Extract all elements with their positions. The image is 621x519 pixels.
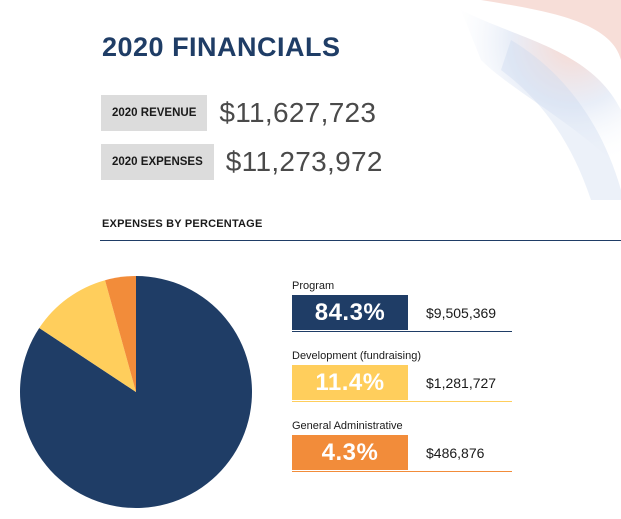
- legend-underline: [292, 471, 512, 472]
- revenue-kpi: 2020 REVENUE $11,627,723: [101, 95, 376, 131]
- legend-underline: [292, 401, 512, 402]
- legend-percent: 11.4%: [292, 365, 408, 400]
- legend-item-program: Program 84.3% $9,505,369: [292, 280, 512, 350]
- legend-row: 11.4% $1,281,727: [292, 365, 512, 402]
- legend-percent: 4.3%: [292, 435, 408, 470]
- legend-amount: $486,876: [426, 444, 485, 461]
- legend-amount: $9,505,369: [426, 304, 497, 321]
- legend-label: General Administrative: [292, 420, 403, 432]
- decorative-swirl: [461, 0, 621, 200]
- section-divider: [100, 240, 621, 241]
- expenses-kpi: 2020 EXPENSES $11,273,972: [101, 144, 383, 180]
- expenses-pie-chart: [20, 276, 253, 508]
- pie-slice-general-administrative: [105, 276, 136, 392]
- revenue-label: 2020 REVENUE: [101, 95, 208, 131]
- expenses-value: $11,273,972: [225, 146, 383, 177]
- legend-label: Program: [292, 280, 335, 292]
- legend-label: Development (fundraising): [292, 350, 422, 362]
- legend-item-general-administrative: General Administrative 4.3% $486,876: [292, 420, 512, 490]
- legend-amount: $1,281,727: [426, 374, 497, 391]
- legend-percent: 84.3%: [292, 295, 408, 330]
- section-title: EXPENSES BY PERCENTAGE: [102, 218, 263, 230]
- legend-row: 4.3% $486,876: [292, 435, 512, 472]
- pie-legend: Program 84.3% $9,505,369 Development (fundr…: [292, 280, 512, 490]
- page-title: 2020 FINANCIALS: [102, 32, 341, 62]
- legend-item-development-fundraising: Development (fundraising) 11.4% $1,281,727: [292, 350, 512, 420]
- legend-row: 84.3% $9,505,369: [292, 295, 512, 332]
- revenue-value: $11,627,723: [219, 97, 377, 128]
- pie-slice-development-fundraising: [39, 280, 136, 392]
- expenses-label: 2020 EXPENSES: [101, 144, 214, 180]
- legend-underline: [292, 331, 512, 332]
